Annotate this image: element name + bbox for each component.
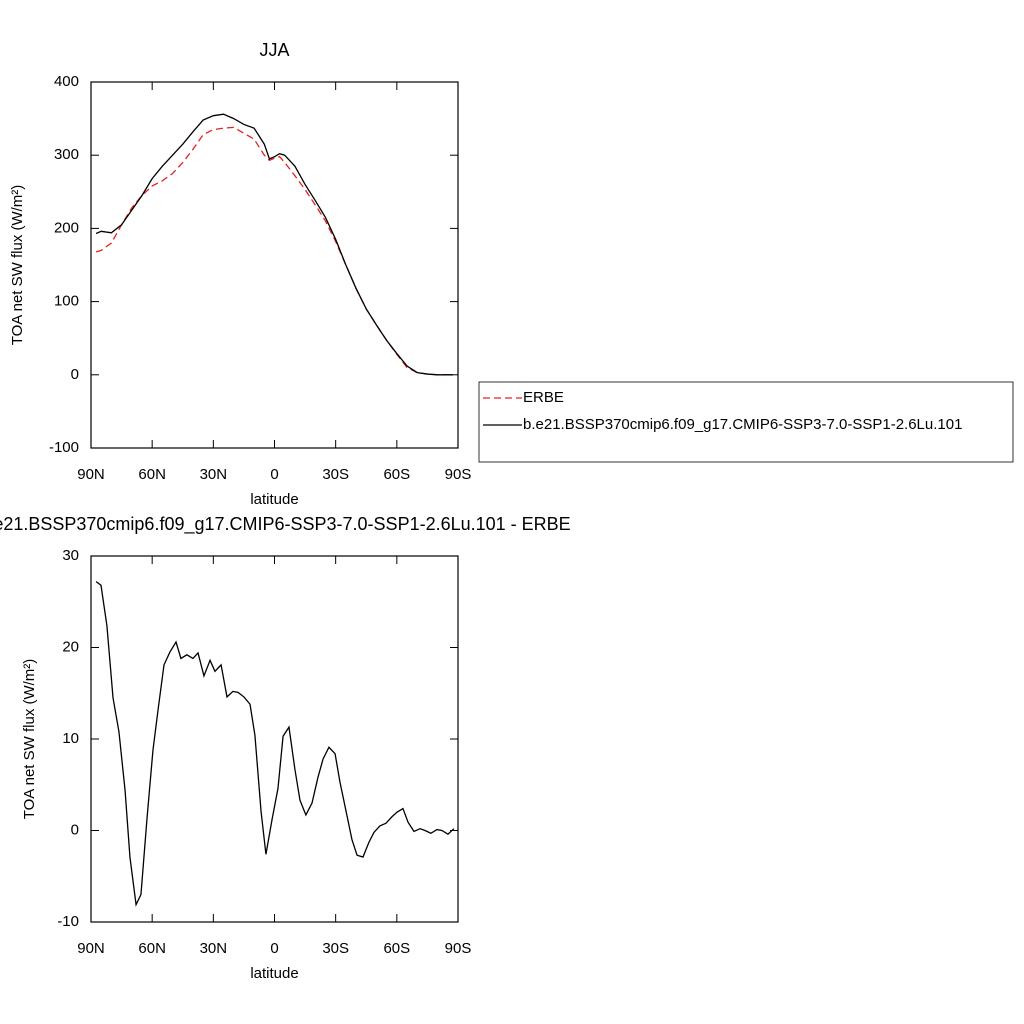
x-tick-label: 30S [322,940,349,957]
y-tick-label: -10 [57,913,79,930]
x-tick-label: 90N [77,940,105,957]
x-tick-label: 0 [270,466,278,483]
x-axis-label: latitude [250,965,298,982]
x-tick-label: 60N [138,466,166,483]
x-axis-label: latitude [250,491,298,508]
plot-frame [90,555,459,923]
chart-title: b.e21.BSSP370cmip6.f09_g17.CMIP6-SSP3-7.… [0,514,571,535]
y-tick-label: 0 [71,821,79,838]
x-tick-label: 0 [270,940,278,957]
legend-label: b.e21.BSSP370cmip6.f09_g17.CMIP6-SSP3-7.… [523,416,962,433]
data-line [95,126,453,376]
x-tick-label: 30N [200,466,228,483]
y-tick-label: 30 [62,547,79,564]
data-line [95,581,455,907]
plot-frame [90,81,459,449]
y-tick-label: 100 [54,293,79,310]
y-tick-label: 10 [62,730,79,747]
x-tick-label: 90S [445,466,472,483]
x-tick-label: 90S [445,940,472,957]
x-tick-label: 30N [200,940,228,957]
y-tick-label: -100 [49,439,79,456]
y-axis-label: TOA net SW flux (W/m²) [9,185,26,346]
y-tick-label: 0 [71,366,79,383]
y-tick-label: 20 [62,638,79,655]
legend-box [478,381,1014,463]
x-tick-label: 30S [322,466,349,483]
x-tick-label: 60S [383,940,410,957]
data-line [95,113,453,376]
y-tick-label: 200 [54,219,79,236]
chart-title: JJA [259,40,289,60]
x-tick-label: 60N [138,940,166,957]
y-axis-label: TOA net SW flux (W/m²) [21,659,38,820]
y-tick-label: 400 [54,73,79,90]
x-tick-label: 60S [383,466,410,483]
x-tick-label: 90N [77,466,105,483]
legend-label: ERBE [523,389,564,406]
y-tick-label: 300 [54,146,79,163]
